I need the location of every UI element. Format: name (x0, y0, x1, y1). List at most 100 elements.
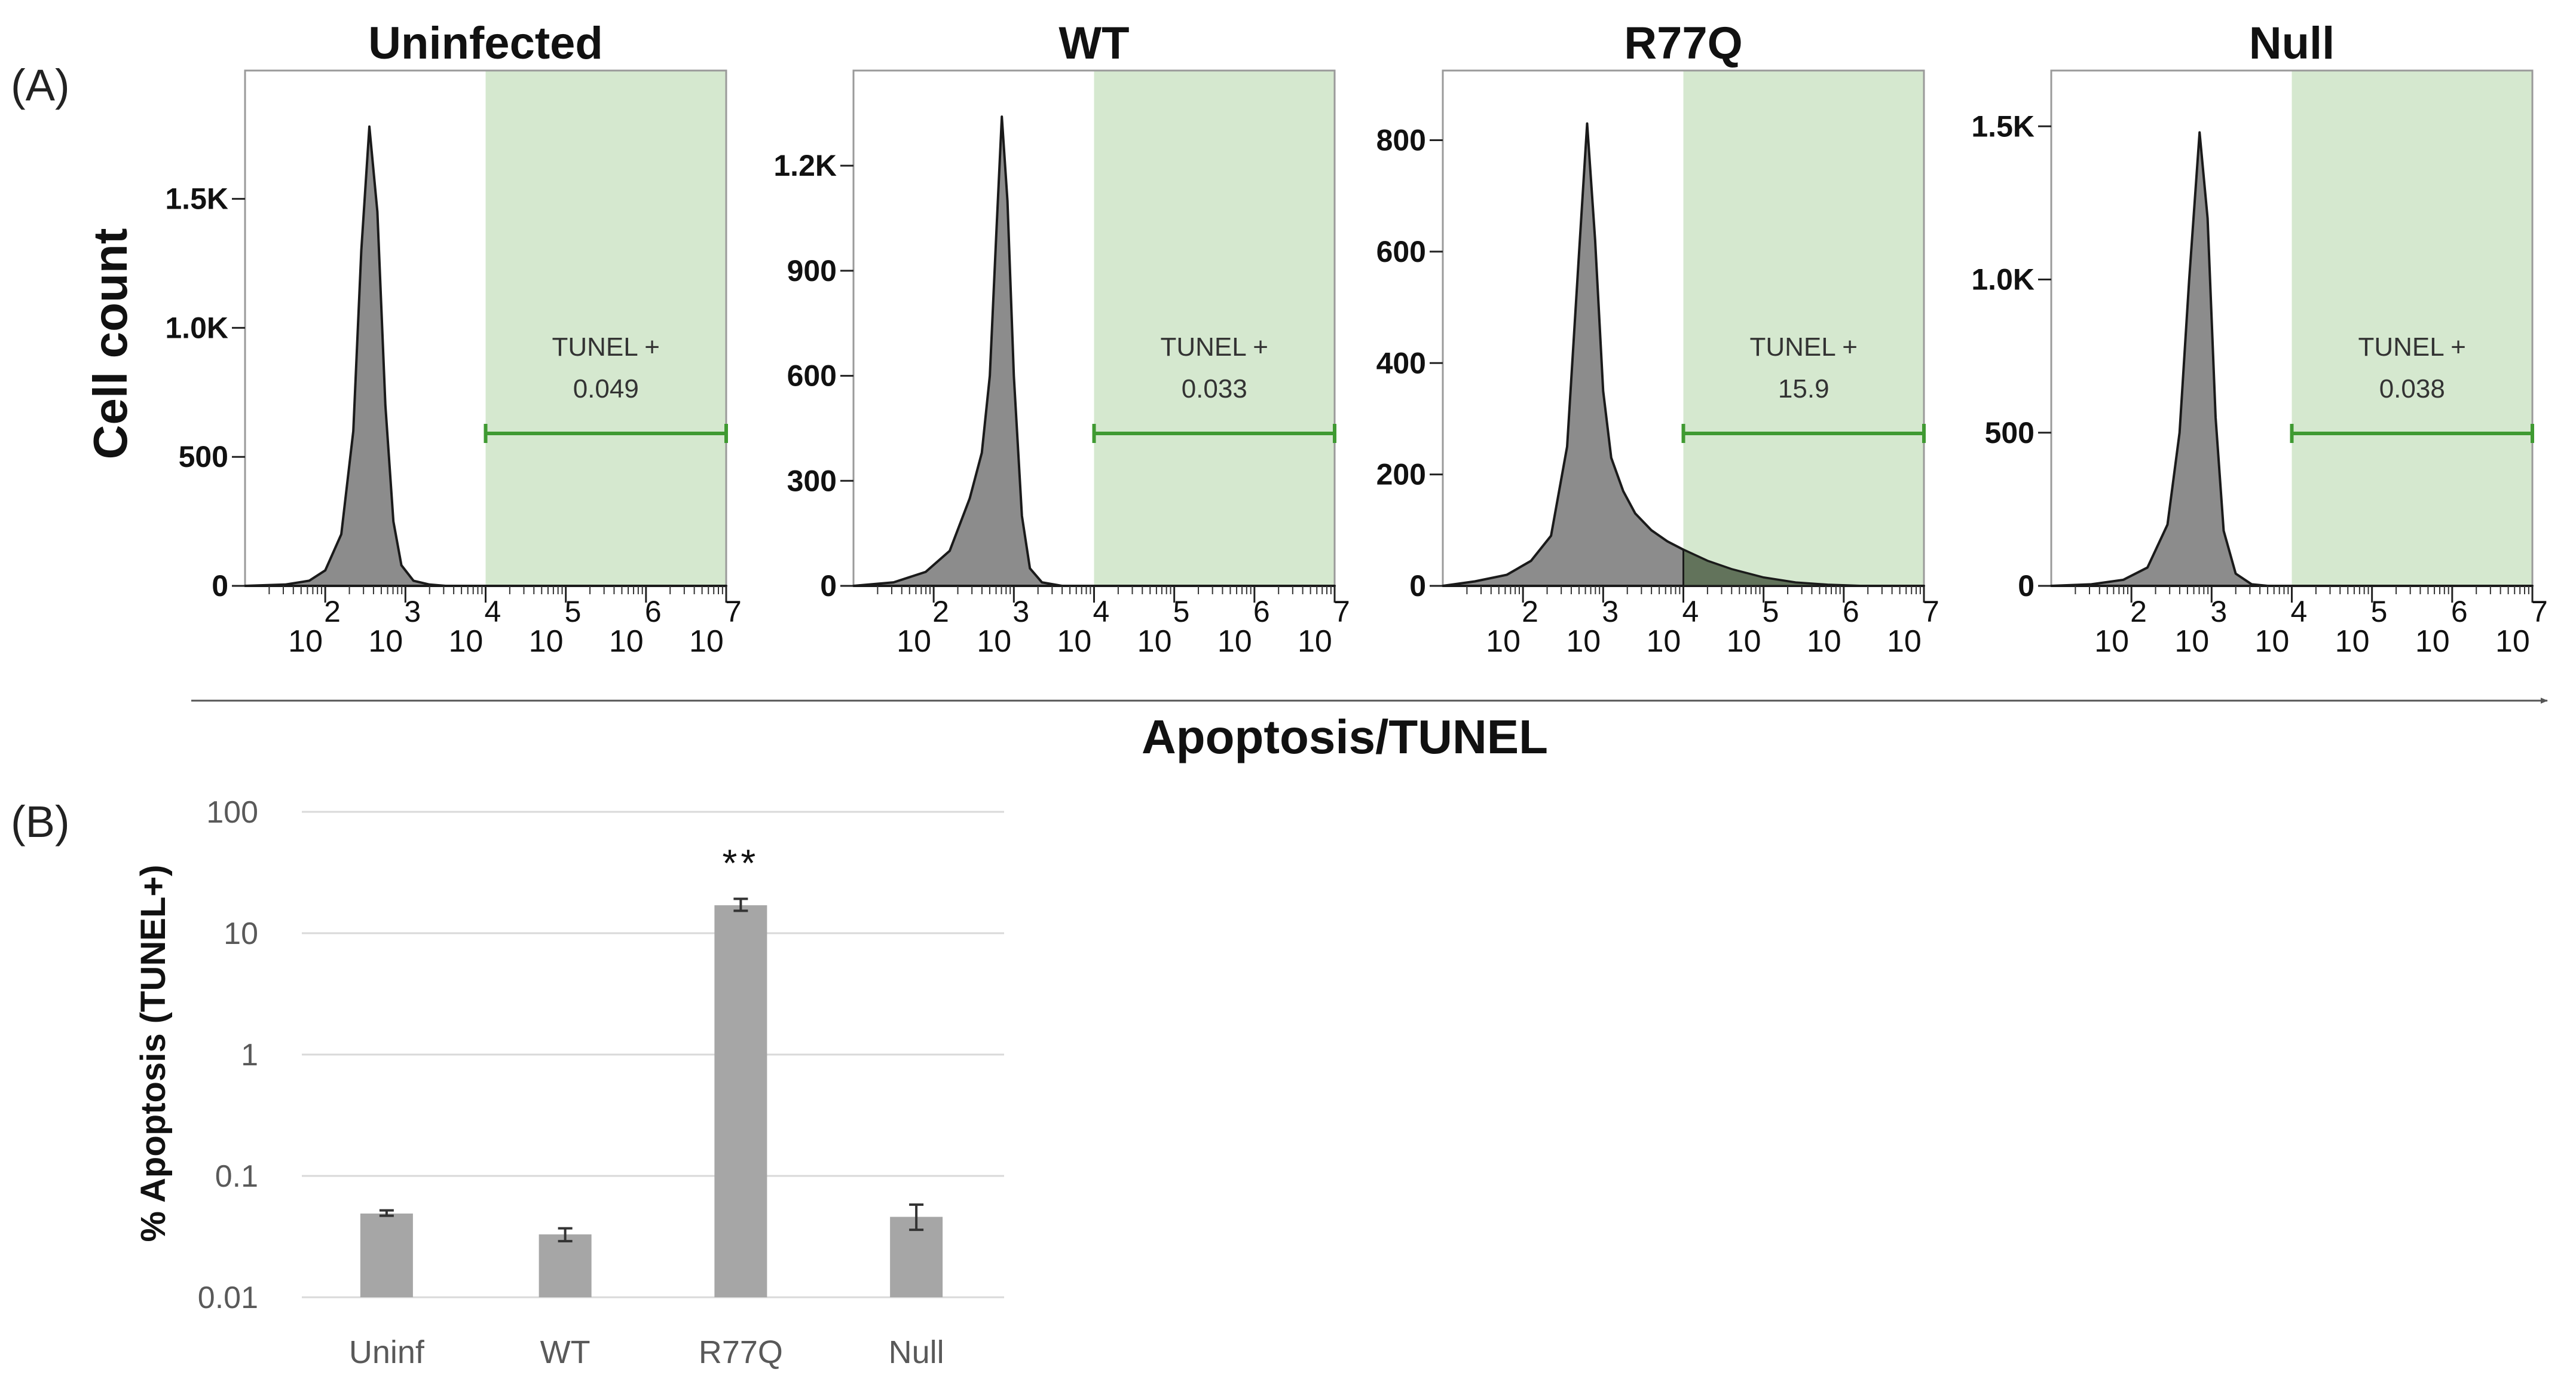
tunel-gate-region (1094, 71, 1335, 586)
x-tick-exponent: 2 (324, 595, 341, 628)
panel-title: WT (1058, 18, 1129, 69)
gate-percent: 15.9 (1778, 374, 1829, 404)
y-tick-label: 0 (1409, 569, 1426, 603)
x-tick-base: 10 (2174, 624, 2209, 659)
y-tick-label: 600 (787, 359, 837, 393)
x-tick-exponent: 3 (1012, 595, 1029, 628)
significance-marker: ** (722, 841, 759, 884)
x-tick-base: 10 (1217, 624, 1252, 659)
y-tick-label: 0 (820, 569, 837, 603)
gate-percent: 0.049 (573, 374, 639, 404)
y-tick-label: 1.5K (1971, 109, 2035, 143)
y-tick-label: 0.01 (198, 1281, 258, 1315)
y-tick-label: 800 (1376, 124, 1426, 157)
category-label-uninf: Uninf (349, 1334, 425, 1370)
x-tick-base: 10 (1727, 624, 1761, 659)
gate-label: TUNEL + (1749, 332, 1858, 362)
y-tick-label: 500 (1985, 416, 2035, 450)
x-tick-base: 10 (2094, 624, 2129, 659)
y-tick-label: 0 (212, 569, 228, 603)
x-tick-base: 10 (1887, 624, 1922, 659)
x-tick-exponent: 6 (1253, 595, 1270, 628)
x-tick-base: 10 (1647, 624, 1681, 659)
x-tick-base: 10 (1137, 624, 1172, 659)
category-label-wt: WT (540, 1334, 591, 1370)
gate-percent: 0.038 (2379, 374, 2445, 404)
x-tick-base: 10 (1298, 624, 1332, 659)
x-tick-base: 10 (689, 624, 724, 659)
apoptosis-axis-label: Apoptosis/TUNEL (1142, 710, 1548, 763)
x-tick-exponent: 4 (1093, 595, 1110, 628)
x-tick-base: 10 (1486, 624, 1520, 659)
panel-b-label: (B) (11, 797, 70, 847)
panel-title: Uninfected (368, 18, 603, 69)
x-tick-exponent: 7 (1333, 595, 1350, 628)
y-tick-label: 0.1 (215, 1159, 258, 1194)
x-tick-exponent: 5 (1763, 595, 1779, 628)
x-tick-base: 10 (609, 624, 644, 659)
bar-wt (539, 1234, 592, 1297)
x-tick-base: 10 (1807, 624, 1841, 659)
x-tick-exponent: 4 (1682, 595, 1699, 628)
histogram-area (2050, 131, 2534, 587)
x-tick-base: 10 (368, 624, 403, 659)
y-tick-label: 10 (224, 916, 258, 951)
gate-label: TUNEL + (2358, 332, 2466, 362)
x-tick-base: 10 (1057, 624, 1092, 659)
tunel-gate-region (1683, 71, 1924, 586)
x-tick-base: 10 (2415, 624, 2450, 659)
y-tick-label: 400 (1376, 346, 1426, 380)
apoptosis-bar-chart: % Apoptosis (TUNEL+) 100 10 1 0.1 0.01 Uninf WT… (134, 795, 1004, 1370)
y-tick-label: 100 (206, 795, 258, 830)
x-tick-exponent: 4 (485, 595, 501, 628)
x-tick-exponent: 5 (2371, 595, 2388, 628)
y-tick-label: 1 (241, 1038, 258, 1072)
y-tick-label: 1.2K (773, 149, 837, 182)
gate-label: TUNEL + (552, 332, 660, 362)
x-tick-exponent: 3 (404, 595, 421, 628)
y-tick-label: 1.0K (1971, 263, 2035, 297)
x-tick-exponent: 6 (645, 595, 662, 628)
y-tick-label: 1.0K (165, 311, 228, 344)
gate-percent: 0.033 (1182, 374, 1247, 404)
x-tick-exponent: 4 (2291, 595, 2308, 628)
panel-title: R77Q (1624, 18, 1743, 69)
y-tick-label: 900 (787, 254, 837, 288)
gate-label: TUNEL + (1160, 332, 1268, 362)
x-tick-exponent: 2 (2130, 595, 2147, 628)
x-tick-exponent: 2 (932, 595, 949, 628)
y-axis-label: % Apoptosis (TUNEL+) (134, 864, 173, 1242)
tunel-gate-region (485, 71, 726, 586)
x-tick-base: 10 (897, 624, 931, 659)
cell-count-axis-label: Cell count (84, 228, 137, 460)
x-tick-exponent: 2 (1522, 595, 1538, 628)
bar-uninf (360, 1213, 413, 1297)
y-tick-label: 200 (1376, 458, 1426, 491)
panel-title: Null (2249, 18, 2335, 69)
x-tick-base: 10 (2335, 624, 2370, 659)
histogram-area (852, 115, 1336, 587)
histogram-area (244, 125, 727, 587)
x-tick-exponent: 5 (1173, 595, 1190, 628)
x-tick-base: 10 (529, 624, 564, 659)
x-tick-base: 10 (288, 624, 323, 659)
y-tick-label: 0 (2018, 569, 2035, 603)
x-tick-base: 10 (1566, 624, 1601, 659)
x-tick-base: 10 (449, 624, 484, 659)
x-tick-exponent: 7 (2531, 595, 2548, 628)
x-tick-base: 10 (2255, 624, 2290, 659)
x-tick-base: 10 (977, 624, 1011, 659)
y-tick-label: 600 (1376, 235, 1426, 268)
y-tick-label: 300 (787, 464, 837, 497)
y-tick-label: 500 (179, 440, 228, 473)
x-tick-exponent: 5 (565, 595, 582, 628)
x-tick-exponent: 7 (725, 595, 742, 628)
x-tick-base: 10 (2495, 624, 2530, 659)
bar-r77q (714, 905, 767, 1297)
y-tick-label: 1.5K (165, 182, 228, 216)
